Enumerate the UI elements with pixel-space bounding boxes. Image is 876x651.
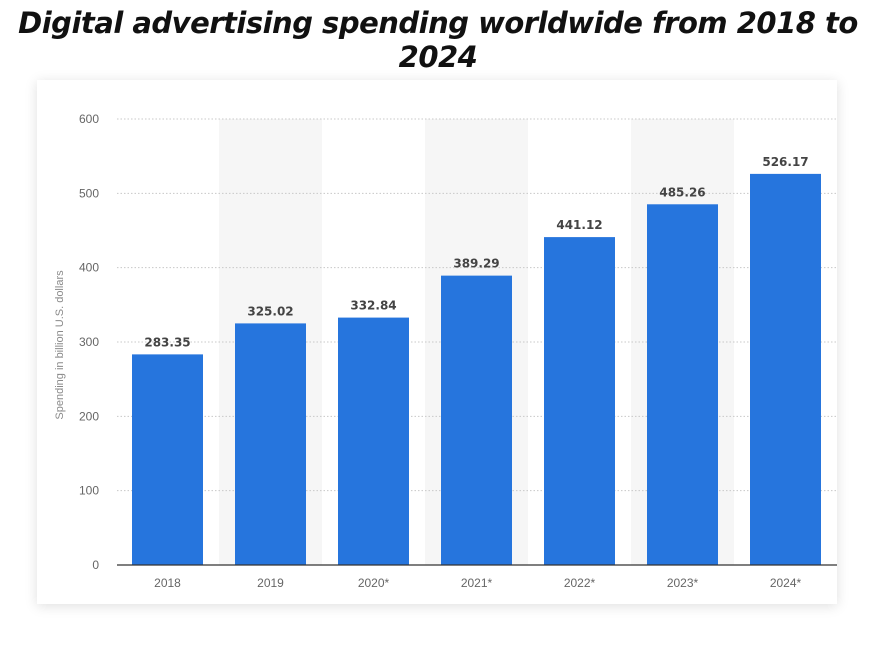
x-tick-label-2022: 2022*	[564, 576, 596, 590]
bar-2018	[132, 354, 203, 565]
bar-2024	[750, 173, 821, 565]
bar-chart: 0 100 200 300 400 500 600 Spending in billion …	[54, 112, 837, 590]
value-label-2023: 485.26	[659, 185, 705, 199]
y-tick-label-600: 600	[79, 112, 99, 126]
x-tick-label-2021: 2021*	[461, 576, 493, 590]
value-label-2019: 325.02	[247, 304, 293, 318]
bars	[132, 173, 821, 565]
x-tick-label-2019: 2019	[257, 576, 284, 590]
y-axis-ticks: 0 100 200 300 400 500 600	[79, 112, 99, 572]
y-tick-label-300: 300	[79, 335, 99, 349]
bar-2019	[235, 323, 306, 565]
value-label-2022: 441.12	[556, 218, 602, 232]
x-tick-label-2024: 2024*	[770, 576, 802, 590]
value-label-2021: 389.29	[453, 257, 499, 271]
y-tick-label-0: 0	[92, 558, 99, 572]
x-tick-label-2020: 2020*	[358, 576, 390, 590]
x-axis-ticks: 2018 2019 2020* 2021* 2022* 2023* 2024*	[154, 576, 801, 590]
value-label-2018: 283.35	[144, 335, 190, 349]
y-axis-label: Spending in billion U.S. dollars	[54, 270, 66, 420]
y-tick-label-200: 200	[79, 409, 99, 423]
y-tick-label-500: 500	[79, 186, 99, 200]
value-labels: 283.35 325.02 332.84 389.29 441.12 485.26 526.…	[144, 155, 808, 349]
chart-title: Digital advertising spending worldwide f…	[18, 6, 858, 74]
bar-2021	[441, 275, 512, 565]
y-tick-label-400: 400	[79, 261, 99, 275]
chart-card: 0 100 200 300 400 500 600 Spending in billion …	[37, 80, 837, 604]
value-label-2024: 526.17	[762, 155, 808, 169]
bar-2023	[647, 204, 718, 565]
bar-2020	[338, 317, 409, 565]
y-tick-label-100: 100	[79, 484, 99, 498]
bar-2022	[544, 237, 615, 565]
x-tick-label-2018: 2018	[154, 576, 181, 590]
x-tick-label-2023: 2023*	[667, 576, 699, 590]
value-label-2020: 332.84	[350, 299, 396, 313]
